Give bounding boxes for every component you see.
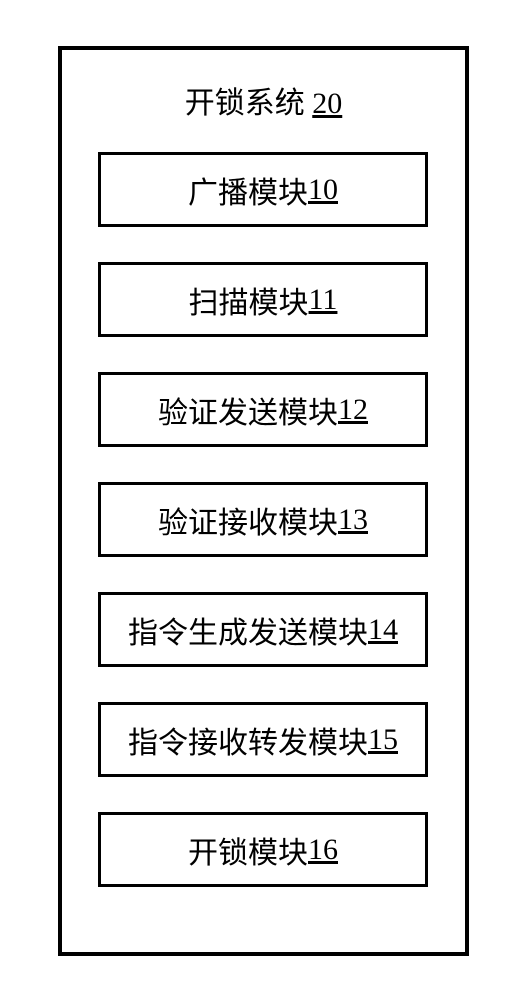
- verify-send-module-box: 验证发送模块 12: [98, 372, 428, 447]
- system-title-label: 开锁系统: [185, 87, 305, 120]
- module-label: 验证接收模块: [158, 498, 338, 542]
- module-ref: 15: [368, 723, 398, 757]
- module-ref: 11: [309, 283, 338, 317]
- command-generate-send-module-box: 指令生成发送模块 14: [98, 592, 428, 667]
- module-label: 指令生成发送模块: [128, 608, 368, 652]
- module-ref: 12: [338, 393, 368, 427]
- module-label: 开锁模块: [188, 828, 308, 872]
- module-ref: 14: [368, 613, 398, 647]
- module-ref: 13: [338, 503, 368, 537]
- verify-receive-module-box: 验证接收模块 13: [98, 482, 428, 557]
- unlock-module-box: 开锁模块 16: [98, 812, 428, 887]
- broadcast-module-box: 广播模块 10: [98, 152, 428, 227]
- scan-module-box: 扫描模块 11: [98, 262, 428, 337]
- module-label: 扫描模块: [189, 278, 309, 322]
- system-title: 开锁系统 20: [58, 78, 469, 122]
- command-receive-forward-module-box: 指令接收转发模块 15: [98, 702, 428, 777]
- module-ref: 16: [308, 833, 338, 867]
- module-label: 广播模块: [188, 168, 308, 212]
- module-label: 验证发送模块: [158, 388, 338, 432]
- system-title-ref: 20: [312, 87, 342, 120]
- module-label: 指令接收转发模块: [128, 718, 368, 762]
- module-ref: 10: [308, 173, 338, 207]
